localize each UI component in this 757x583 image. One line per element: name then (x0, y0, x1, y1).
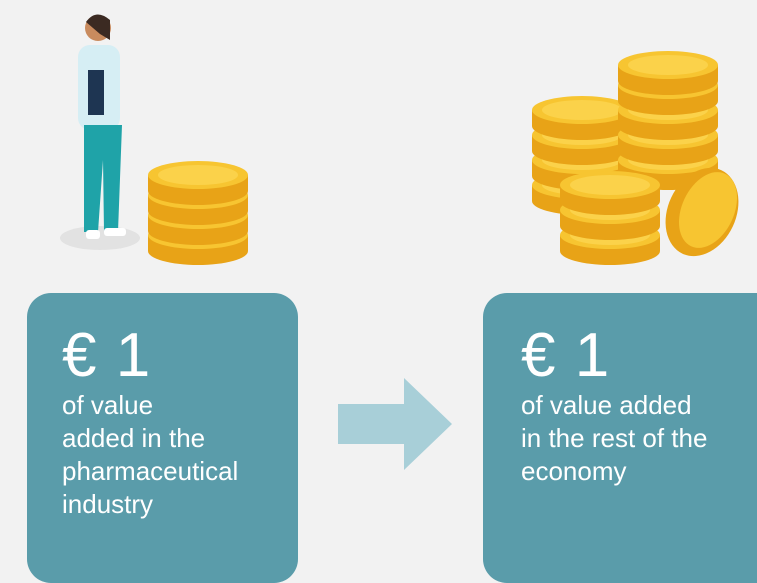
coin-stack-small (148, 161, 248, 265)
shadow (60, 226, 140, 250)
text-line: economy (521, 456, 627, 486)
illustrations (60, 14, 739, 470)
text-line: in the rest of the (521, 423, 708, 453)
text-line: industry (62, 489, 154, 519)
page: € 1 of value added in the pharmaceutical in… (27, 14, 757, 583)
left-box: € 1 of value added in the pharmaceutical in… (27, 293, 298, 583)
description: of value added in the pharmaceutical indust… (62, 389, 298, 521)
coin-stack-large (532, 51, 739, 265)
person (78, 14, 126, 239)
text-line: added in the (62, 423, 206, 453)
text-line: of value added (521, 390, 692, 420)
text-line: of value (62, 390, 154, 420)
amount: € 1 (521, 321, 611, 390)
text-line: pharmaceutical (62, 456, 239, 486)
arrow (338, 378, 452, 470)
amount: € 1 (62, 321, 152, 390)
right-box: € 1 of value added in the rest of the econ… (483, 293, 757, 583)
description: of value added in the rest of the economy (521, 389, 757, 488)
